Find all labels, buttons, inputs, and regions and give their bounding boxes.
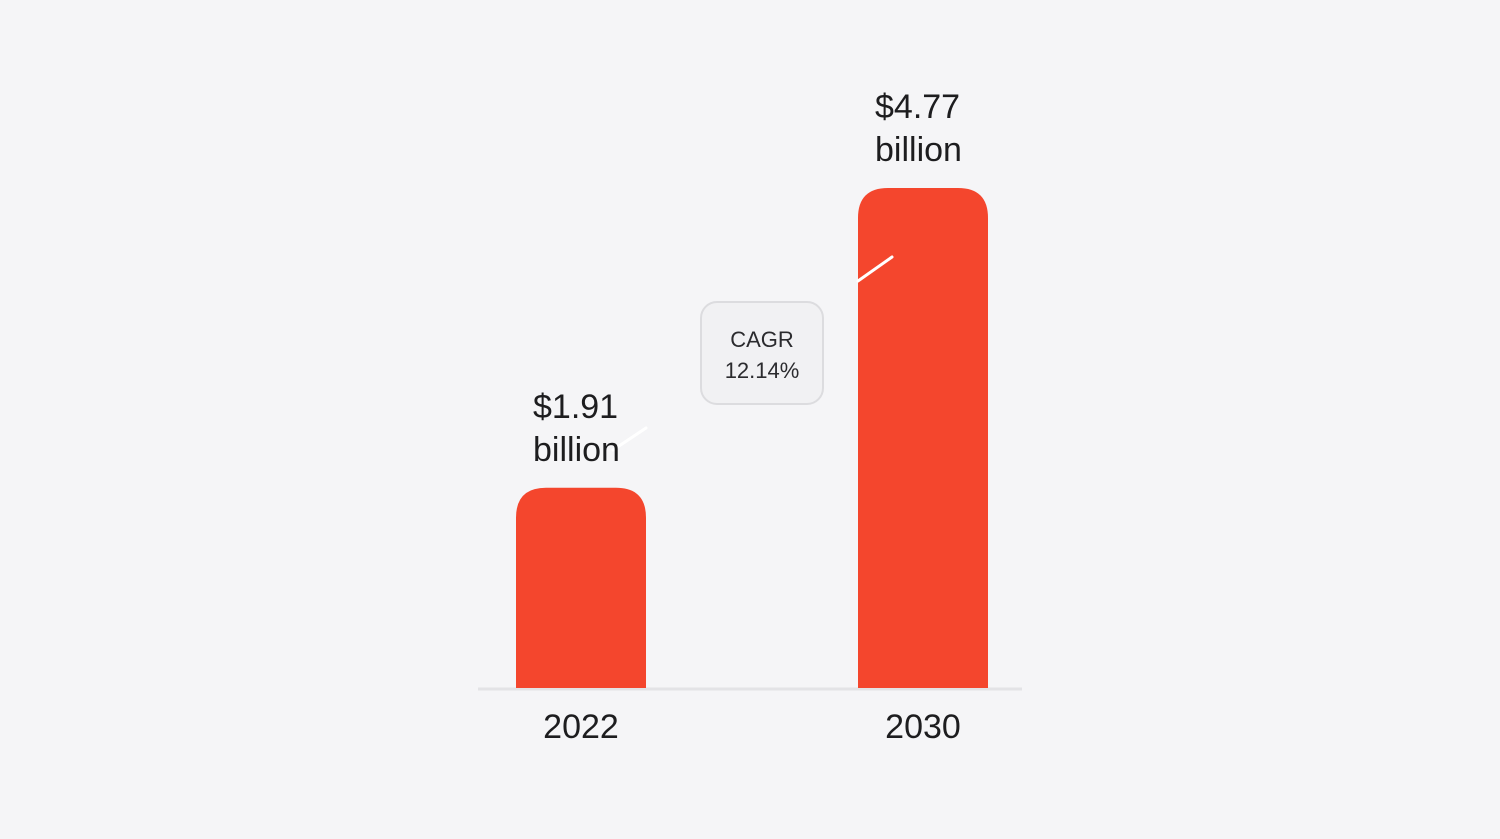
growth-connector-segment-1: [611, 426, 648, 452]
labels-layer: $1.91 billion 2022 $4.77 billion 2030: [533, 88, 962, 746]
x-tick-label-2022: 2022: [543, 708, 619, 746]
value-label-2022-line1: $1.91: [533, 388, 618, 426]
cagr-title: CAGR: [730, 327, 794, 352]
x-tick-label-2030: 2030: [885, 708, 961, 746]
bar-2022: [516, 487, 646, 688]
connectors-layer: [611, 255, 894, 452]
cagr-badge: CAGR 12.14%: [700, 301, 824, 405]
cagr-value: 12.14%: [725, 358, 800, 383]
growth-connector-segment-2: [856, 255, 894, 283]
bars-layer: [516, 188, 988, 688]
value-label-2022-line2: billion: [533, 431, 620, 469]
value-label-2030-line2: billion: [875, 131, 962, 169]
bar-2030: [858, 188, 988, 688]
value-label-2030-line1: $4.77: [875, 88, 960, 126]
cagr-badge-box: [700, 301, 824, 405]
